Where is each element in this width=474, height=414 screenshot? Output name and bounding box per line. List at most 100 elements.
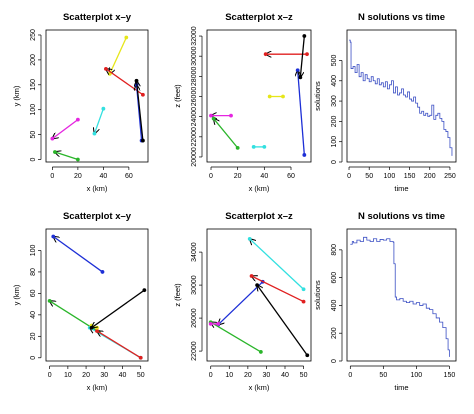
- trajectory-segment: [300, 35, 305, 77]
- x-tick-label: 20: [74, 173, 82, 180]
- trajectory-endpoint: [255, 283, 260, 287]
- x-axis-label: x (km): [87, 383, 108, 392]
- chart-title: Scatterplot x–z: [225, 211, 293, 222]
- trajectory-endpoint: [263, 52, 268, 57]
- plot-frame: [206, 29, 312, 163]
- trajectory-endpoint: [301, 299, 306, 304]
- trajectory-segment: [137, 81, 144, 141]
- trajectory-segment: [218, 281, 264, 325]
- y-axis-label: y (km): [12, 85, 21, 106]
- trajectory-segment: [53, 237, 103, 273]
- y-tick-label: 28000: [191, 67, 198, 87]
- y-tick-label: 32000: [191, 26, 198, 46]
- trajectory-endpoint: [208, 321, 213, 326]
- trajectory-endpoint: [51, 234, 56, 239]
- trajectory-segment: [252, 276, 304, 303]
- chart-title: Scatterplot x–y: [63, 211, 132, 222]
- y-tick-label: 50: [30, 131, 37, 139]
- x-tick-label: 60: [287, 173, 295, 180]
- y-tick-label: 40: [30, 311, 37, 319]
- series-line: [349, 39, 453, 156]
- chart-panel-3: N solutions vs time 0 50 100 150 200 250 time 0 1…: [313, 12, 457, 193]
- trajectory-endpoint: [92, 131, 97, 136]
- x-tick-label: 0: [209, 173, 213, 180]
- plot-frame: [45, 29, 149, 163]
- y-tick-label: 0: [331, 160, 338, 164]
- trajectory-endpoint: [305, 52, 309, 57]
- trajectory-endpoint: [47, 299, 52, 303]
- trajectory-endpoint: [75, 117, 80, 122]
- y-tick-label: 30000: [191, 46, 198, 66]
- x-tick-label: 100: [384, 173, 396, 180]
- trajectory-endpoint: [249, 274, 254, 278]
- trajectory-endpoint: [141, 92, 145, 97]
- y-tick-label: 20: [30, 332, 37, 340]
- y-axis-label: solutions: [313, 81, 322, 111]
- x-tick-label: 250: [444, 173, 456, 180]
- x-tick-label: 30: [263, 372, 271, 379]
- y-tick-label: 100: [30, 104, 37, 116]
- y-tick-label: 0: [30, 356, 37, 360]
- y-axis-label: y (km): [12, 284, 21, 305]
- x-tick-label: 100: [411, 372, 423, 379]
- chart-title: N solutions vs time: [358, 12, 445, 23]
- y-tick-label: 200: [30, 54, 37, 66]
- trajectory-endpoint: [209, 113, 213, 118]
- y-tick-label: 100: [331, 136, 338, 148]
- trajectory-endpoint: [262, 144, 267, 149]
- y-tick-label: 26000: [191, 87, 198, 107]
- y-tick-label: 30000: [191, 275, 198, 295]
- x-tick-label: 0: [209, 372, 213, 379]
- trajectory-endpoint: [301, 287, 306, 292]
- trajectory-endpoint: [53, 150, 57, 154]
- trajectory-endpoint: [298, 75, 303, 80]
- trajectory-segment: [211, 322, 262, 353]
- trajectory-endpoint: [216, 321, 221, 326]
- trajectory-segment: [94, 108, 104, 134]
- series-line: [350, 236, 450, 357]
- y-tick-label: 800: [331, 244, 338, 256]
- chart-panel-1: Scatterplot x–y 0 20 40 60 x (km) 0 50 100 150 200…: [12, 12, 149, 193]
- y-axis-label: z (feet): [173, 283, 182, 307]
- trajectory-segment: [110, 37, 127, 73]
- y-axis-label: z (feet): [173, 84, 182, 108]
- trajectory-segment: [55, 152, 79, 161]
- trajectory-endpoint: [211, 116, 216, 121]
- trajectory-endpoint: [305, 353, 310, 358]
- x-tick-label: 0: [347, 173, 351, 180]
- x-tick-label: 0: [348, 372, 352, 379]
- y-tick-label: 400: [331, 75, 338, 87]
- x-tick-label: 40: [99, 173, 107, 180]
- trajectory-endpoint: [124, 35, 129, 40]
- x-tick-label: 50: [137, 372, 145, 379]
- chart-panel-5: Scatterplot x–z 0 10 20 30 40 50 x (km) 22000 260…: [173, 211, 312, 392]
- x-tick-label: 20: [244, 372, 252, 379]
- trajectory-endpoint: [141, 138, 145, 143]
- trajectory-endpoint: [302, 153, 307, 157]
- trajectory-segment: [52, 119, 79, 139]
- x-tick-label: 50: [365, 173, 373, 180]
- chart-title: N solutions vs time: [358, 211, 445, 222]
- x-axis-label: x (km): [249, 184, 270, 193]
- y-tick-label: 24000: [191, 107, 198, 127]
- x-tick-label: 10: [64, 372, 72, 379]
- x-tick-label: 0: [48, 372, 52, 379]
- y-tick-label: 250: [30, 29, 37, 41]
- x-tick-label: 20: [234, 173, 242, 180]
- trajectory-endpoint: [134, 78, 139, 83]
- y-tick-label: 600: [331, 272, 338, 284]
- chart-panel-6: N solutions vs time 0 50 100 150 time 0 200 400 6…: [313, 211, 457, 392]
- y-tick-label: 200: [331, 327, 338, 339]
- trajectory-segment: [257, 285, 308, 356]
- chart-panel-4: Scatterplot x–y 0 10 20 30 40 50 x (km) 0 20 40 60 8…: [12, 211, 149, 392]
- x-tick-label: 10: [225, 372, 233, 379]
- x-axis-label: x (km): [249, 383, 270, 392]
- x-axis-label: x (km): [87, 184, 108, 193]
- y-tick-label: 34000: [191, 242, 198, 262]
- y-tick-label: 150: [30, 79, 37, 91]
- trajectory-endpoint: [104, 66, 108, 71]
- x-tick-label: 150: [404, 173, 416, 180]
- x-tick-label: 40: [281, 372, 289, 379]
- y-axis-label: solutions: [313, 280, 322, 310]
